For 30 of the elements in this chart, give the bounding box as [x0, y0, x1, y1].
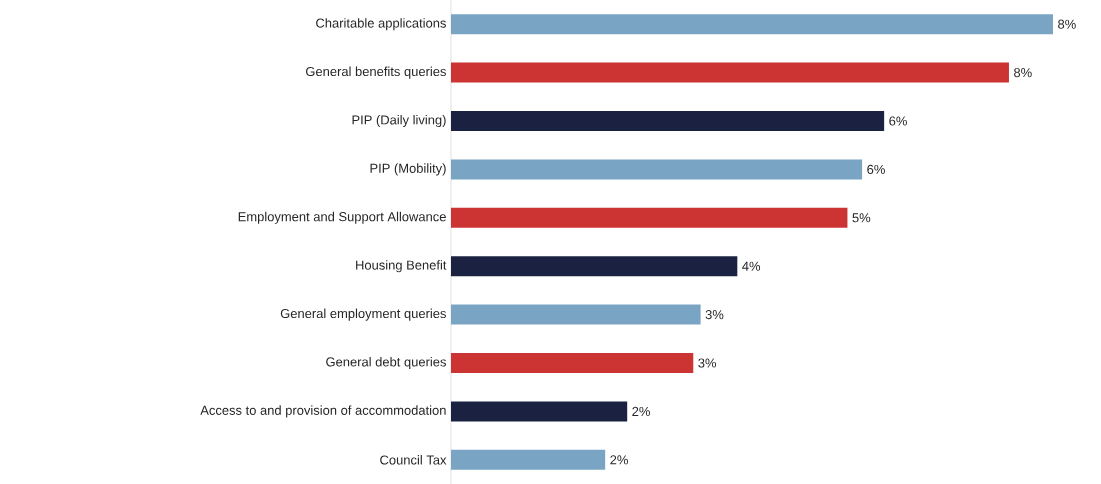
y-tick-label: Charitable applications — [316, 18, 446, 31]
data-label: 8% — [1058, 19, 1076, 29]
data-label: 5% — [852, 213, 871, 223]
y-tick-label: General debt queries — [326, 356, 446, 370]
y-tick-label: Employment and Support Allowance — [238, 211, 446, 224]
bar — [451, 449, 606, 470]
y-tick-label: General employment queries — [280, 308, 446, 321]
data-label: 2% — [632, 406, 650, 416]
data-label: 3% — [705, 310, 724, 320]
bar — [451, 353, 694, 374]
data-label: 2% — [610, 455, 628, 465]
data-label: 6% — [889, 116, 907, 126]
bar — [451, 14, 1053, 35]
data-label: 8% — [1014, 68, 1032, 78]
y-tick-label: Council Tax — [380, 455, 447, 465]
bar — [451, 62, 1009, 83]
y-tick-label: PIP (Mobility) — [370, 163, 446, 176]
bar — [451, 401, 628, 422]
data-label: 3% — [698, 358, 717, 368]
bar — [451, 111, 885, 132]
data-label: 4% — [742, 261, 761, 271]
y-tick-label: General benefits queries — [306, 66, 446, 79]
bar — [451, 256, 738, 277]
bar — [451, 304, 701, 325]
y-tick-label: Access to and provision of accommodation — [200, 405, 446, 418]
bar — [451, 207, 848, 228]
bar — [451, 159, 863, 180]
y-tick-label: PIP (Daily living) — [352, 114, 446, 128]
y-tick-label: Housing Benefit — [356, 260, 447, 273]
data-label: 6% — [867, 164, 885, 174]
